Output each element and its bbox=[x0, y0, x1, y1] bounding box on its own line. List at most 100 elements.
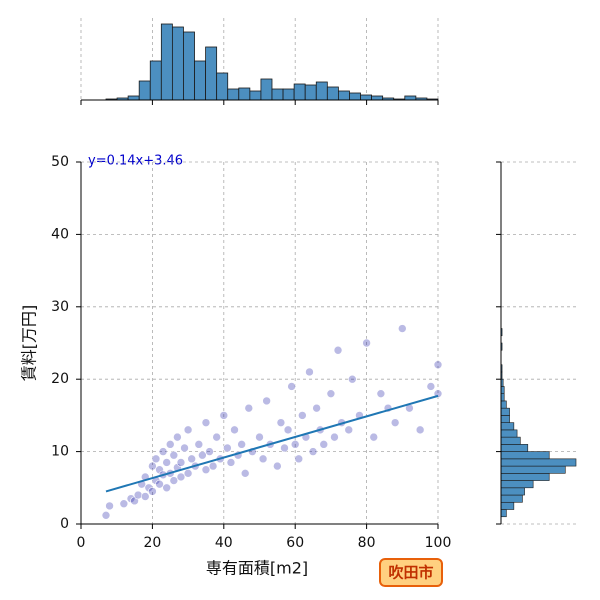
histogram-bar bbox=[500, 480, 534, 489]
histogram-bar bbox=[500, 444, 529, 452]
scatter-point bbox=[348, 374, 357, 384]
scatter-point bbox=[187, 454, 196, 464]
histogram-bar bbox=[249, 90, 262, 101]
histogram-bar bbox=[127, 95, 140, 101]
histogram-bar bbox=[271, 88, 284, 101]
scatter-point bbox=[162, 483, 171, 493]
scatter-point bbox=[312, 403, 321, 413]
histogram-bar bbox=[500, 415, 510, 423]
histogram-bar bbox=[500, 451, 550, 460]
scatter-point bbox=[205, 447, 214, 456]
histogram-bar bbox=[183, 31, 195, 101]
scatter-point bbox=[148, 487, 157, 496]
histogram-bar bbox=[227, 88, 240, 101]
histogram-bar bbox=[371, 95, 384, 101]
histogram-bar bbox=[238, 87, 251, 101]
scatter-point bbox=[258, 454, 268, 464]
scatter-point bbox=[219, 411, 229, 420]
scatter-point bbox=[148, 461, 157, 471]
scatter-point bbox=[162, 458, 171, 467]
scatter-point bbox=[201, 465, 211, 475]
histogram-bar bbox=[171, 26, 184, 101]
scatter-point bbox=[119, 499, 129, 509]
scatter-point bbox=[333, 345, 343, 355]
fit-line bbox=[105, 394, 439, 493]
scatter-point bbox=[426, 382, 436, 391]
scatter-point bbox=[362, 338, 371, 348]
histogram-bar bbox=[500, 458, 577, 467]
y-tick-label: 40 bbox=[51, 226, 69, 242]
histogram-bar bbox=[404, 95, 417, 101]
scatter-point bbox=[176, 458, 186, 467]
x-tick-label: 40 bbox=[215, 535, 233, 551]
scatter-point bbox=[390, 418, 400, 427]
histogram-bar bbox=[293, 83, 306, 101]
histogram-bar bbox=[315, 81, 328, 101]
scatter-point bbox=[105, 501, 114, 511]
scatter-point bbox=[244, 403, 254, 413]
scatter-point bbox=[397, 324, 407, 333]
scatter-point bbox=[101, 511, 111, 520]
histogram-bar bbox=[149, 60, 162, 101]
scatter-point bbox=[183, 469, 193, 478]
scatter-point bbox=[151, 454, 161, 464]
scatter-point bbox=[376, 389, 386, 398]
scatter-point bbox=[237, 440, 246, 449]
scatter-point bbox=[176, 472, 186, 482]
scatter-point bbox=[255, 432, 264, 442]
x-tick-label: 100 bbox=[425, 535, 452, 551]
histogram-bar bbox=[500, 422, 515, 431]
scatter-point bbox=[326, 389, 336, 398]
x-tick-label: 60 bbox=[286, 535, 304, 551]
scatter-point bbox=[198, 450, 207, 460]
histogram-bar bbox=[500, 501, 515, 510]
scatter-point bbox=[208, 461, 218, 471]
x-tick-label: 20 bbox=[143, 535, 161, 551]
scatter-point bbox=[287, 382, 296, 391]
y-tick-label: 10 bbox=[51, 444, 69, 460]
scatter-point bbox=[169, 476, 179, 485]
scatter-point bbox=[305, 367, 314, 377]
scatter-point bbox=[273, 461, 282, 471]
scatter-point bbox=[283, 425, 293, 435]
histogram-bar bbox=[500, 509, 507, 518]
histogram-bar bbox=[360, 94, 372, 101]
y-tick-label: 0 bbox=[60, 516, 69, 532]
badge: 吹田市 bbox=[388, 564, 433, 582]
histogram-bar bbox=[500, 429, 518, 438]
scatter-point bbox=[194, 440, 204, 449]
histogram-bar bbox=[349, 92, 361, 101]
scatter-point bbox=[294, 454, 304, 464]
histogram-bar bbox=[282, 88, 295, 101]
histogram-bar bbox=[205, 46, 218, 101]
scatter-point bbox=[140, 492, 150, 501]
x-tick-label: 0 bbox=[77, 535, 86, 551]
scatter-point bbox=[319, 440, 329, 449]
histogram-bar bbox=[500, 487, 525, 496]
scatter-point bbox=[144, 483, 154, 493]
x-tick-label: 80 bbox=[358, 535, 376, 551]
scatter-point bbox=[433, 360, 443, 370]
histogram-bar bbox=[216, 72, 229, 101]
scatter-point bbox=[226, 458, 236, 467]
scatter-point bbox=[212, 432, 221, 442]
scatter-point bbox=[173, 432, 182, 442]
scatter-point bbox=[133, 490, 143, 500]
scatter-point bbox=[169, 450, 179, 460]
scatter-point bbox=[223, 443, 232, 453]
histogram-bar bbox=[260, 78, 273, 101]
histogram-bar bbox=[326, 86, 339, 101]
histogram-bar bbox=[160, 23, 173, 101]
histogram-bar bbox=[194, 60, 206, 101]
histogram-bar bbox=[500, 407, 510, 416]
histogram-bar bbox=[500, 473, 550, 481]
scatter-point bbox=[230, 425, 239, 435]
scatter-point bbox=[155, 479, 164, 489]
histogram-bar bbox=[138, 80, 151, 101]
scatter-point bbox=[183, 425, 193, 435]
scatter-point bbox=[415, 425, 425, 435]
y-tick-label: 20 bbox=[51, 371, 69, 387]
scatter-point bbox=[369, 432, 379, 442]
y-axis-label: 賃料[万円] bbox=[20, 305, 39, 382]
